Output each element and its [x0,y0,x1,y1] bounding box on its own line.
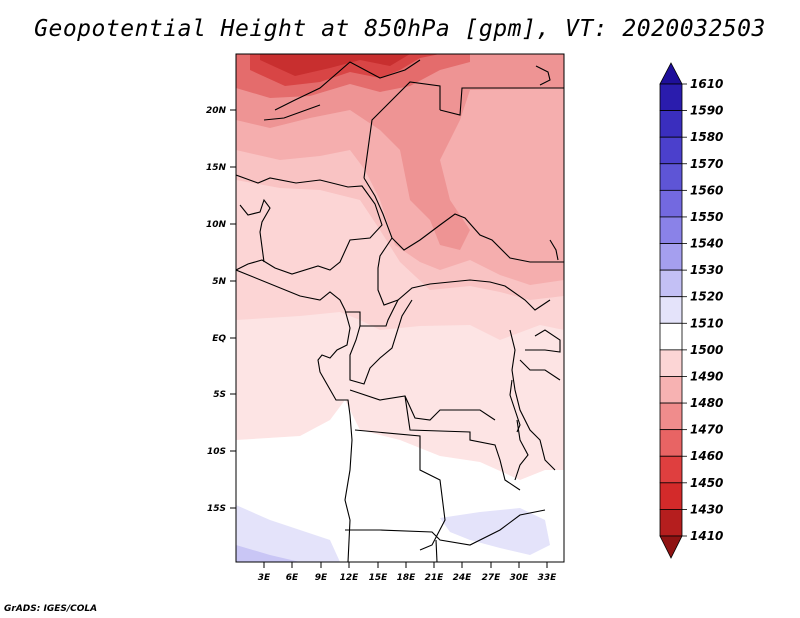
congo-border [349,299,413,385]
libya-egypt-border [439,87,564,116]
field-band-1520-sw [236,505,340,562]
lat-label-5s: 5S [213,390,226,400]
field-band-1430 [260,54,410,76]
latitude-axis: 20N 15N 10N 5N EQ 5S 10S 15S [206,106,236,514]
colorbar-cell [659,482,683,510]
colorbar-label: 1410 [690,529,723,543]
colorbar-label: 1520 [690,290,723,304]
lat-label-20n: 20N [206,106,227,116]
lake-tanganyika [509,379,521,433]
colorbar-label: 1460 [690,449,723,463]
colorbar-label: 1550 [690,210,723,224]
lon-label-24e: 24E [453,573,473,583]
lake-victoria [525,329,561,353]
lat-label-10s: 10S [207,447,226,457]
lon-label-12e: 12E [340,573,360,583]
colorbar-label: 1590 [690,104,723,118]
colorbar: 1610 1590 1580 1570 1560 1550 1540 1530 1520 1510… [659,62,723,559]
colorbar-cell [659,243,683,271]
drc-angola-border [349,389,496,421]
colorbar-label: 1510 [690,316,723,330]
west-coast [236,269,353,562]
colorbar-cell [659,269,683,298]
colorbar-cell [659,83,683,111]
colorbar-cell [659,402,683,431]
field-band-1530-sw [236,545,300,562]
east-africa-rift [509,329,556,471]
kenya-tanzania-border [519,359,561,381]
angola-zambia-border [404,395,521,491]
chad-sudan-border [363,177,564,263]
colorbar-label: 1560 [690,183,723,197]
zambezi-border [345,509,546,546]
lat-label-15s: 15S [207,504,226,514]
lon-label-21e: 21E [425,573,445,583]
lon-label-33e: 33E [538,573,558,583]
colorbar-bottom-arrow [659,535,683,559]
colorbar-label: 1610 [690,77,723,91]
west-africa-north-border [236,174,383,275]
colorbar-cell [659,509,683,537]
lon-label-18e: 18E [397,573,417,583]
colorbar-label: 1490 [690,369,723,383]
field-band-1470 [236,54,564,250]
cameroon-gabon-border [345,299,399,327]
colorbar-cell [659,110,683,138]
colorbar-cell [659,136,683,165]
colorbar-cell [659,216,683,244]
lat-label-10n: 10N [206,220,227,230]
lon-label-9e: 9E [315,573,328,583]
colorbar-cell [659,349,683,377]
colorbar-label: 1540 [690,237,723,251]
longitude-axis: 3E 6E 9E 12E 15E 18E 21E 24E 27E 30E 33E [258,562,557,583]
country-borders [236,59,564,562]
colorbar-cell [659,163,683,191]
colorbar-cell [659,189,683,218]
colorbar-label: 1530 [690,263,723,277]
colorbar-label: 1430 [690,502,723,516]
field-band-1520-se [440,508,550,555]
guinea-borders [239,198,271,263]
height-field [236,54,564,562]
colorbar-cell [659,455,683,484]
colorbar-cell [659,429,683,457]
colorbar-top-arrow [659,62,683,85]
plot-frame [235,53,565,563]
colorbar-label: 1570 [690,157,723,171]
algeria-niger-border [274,59,421,111]
lat-label-15n: 15N [206,163,227,173]
lon-label-3e: 3E [258,573,271,583]
car-border [377,237,551,311]
colorbar-cell [659,322,683,351]
mali-border [263,104,321,121]
eritrea-border [549,239,559,261]
lat-label-eq: EQ [212,334,226,344]
colorbar-cell [659,296,683,324]
lat-label-5n: 5N [212,277,226,287]
nile-delta [535,65,551,86]
lon-label-15e: 15E [369,573,389,583]
grads-credit: GrADS: IGES/COLA [4,604,98,614]
colorbar-cell [659,376,683,404]
colorbar-label: 1470 [690,423,723,437]
colorbar-label: 1500 [690,343,723,357]
lake-malawi [514,419,529,481]
lon-label-6e: 6E [286,573,299,583]
lon-label-30e: 30E [510,573,530,583]
colorbar-label: 1480 [690,396,723,410]
chart-title: Geopotential Height at 850hPa [gpm], VT:… [34,16,766,42]
south-africa-border [435,539,438,562]
angola-namibia-border [354,429,446,551]
colorbar-label: 1450 [690,476,723,490]
lon-label-27e: 27E [482,573,502,583]
colorbar-label: 1580 [690,130,723,144]
chad-libya-border [363,81,441,179]
